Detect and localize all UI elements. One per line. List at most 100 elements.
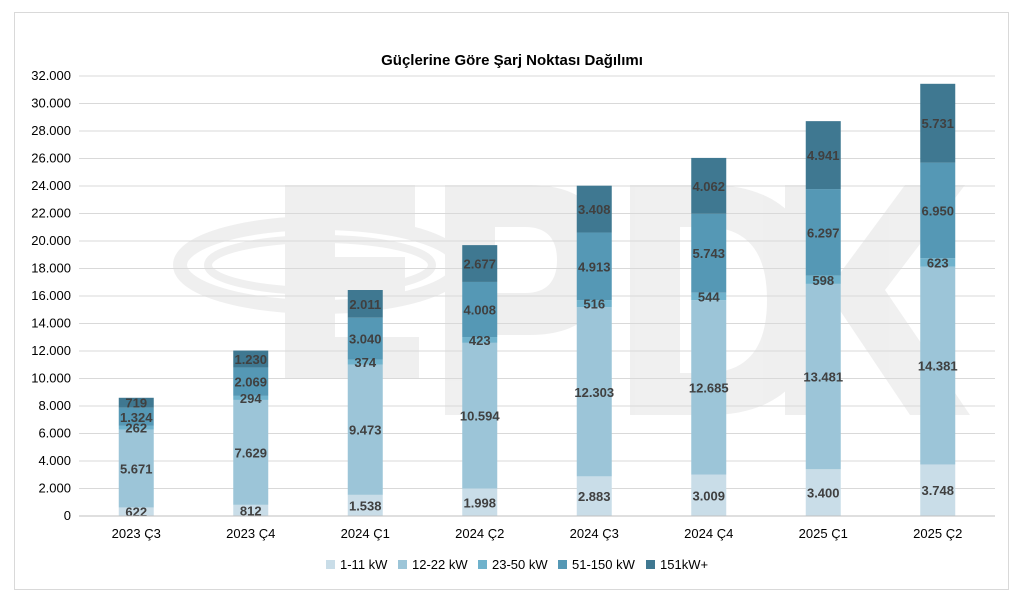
bar-segment [233,399,269,505]
y-tick-label: 20.000 [31,233,71,248]
bar-segment [805,469,841,516]
bar-segment [233,504,269,516]
gridlines [79,75,995,517]
bar-segment [233,395,269,400]
watermark-logo [173,185,970,415]
data-label: 516 [583,297,605,312]
y-tick-label: 32.000 [31,68,71,83]
data-label: 9.473 [349,423,382,438]
data-label: 5.731 [921,116,954,131]
data-label: 4.941 [807,148,840,163]
data-label: 2.069 [234,375,267,390]
bar-segment [920,258,956,267]
data-label: 3.400 [807,486,840,501]
bar-segment [691,292,727,301]
data-label: 12.685 [689,380,729,395]
data-label: 7.629 [234,445,267,460]
bar-segment [118,429,154,508]
data-label: 4.008 [463,302,496,317]
bar-segment [576,232,612,301]
data-label: 4.062 [692,179,725,194]
bar-segment [691,300,727,475]
x-axis: 2023 Ç3 2023 Ç4 2024 Ç1 2024 Ç2 2024 Ç3 2024 … [79,515,995,541]
legend-label: 23-50 kW [492,557,548,572]
x-tick-label: 2024 Ç3 [570,526,619,541]
bar-segment [347,317,383,360]
y-tick-label: 8.000 [38,398,71,413]
data-label: 623 [927,255,949,270]
bar-segment [576,307,612,477]
data-label: 1.230 [234,352,267,367]
y-tick-label: 10.000 [31,371,71,386]
stacked-bar-chart: Güçlerine Göre Şarj Noktası Dağılımı 0 2.… [31,52,995,572]
bar-segment [347,290,383,318]
legend-label: 51-150 kW [572,557,636,572]
legend-label: 151kW+ [660,557,708,572]
data-label: 374 [354,355,376,370]
y-tick-label: 30.000 [31,96,71,111]
bar-segment [691,157,727,214]
data-label: 3.040 [349,332,382,347]
y-tick-label: 26.000 [31,151,71,166]
bar-segment [118,407,154,426]
x-tick-label: 2024 Ç4 [684,526,733,541]
legend: 1-11 kW 12-22 kW 23-50 kW 51-150 kW 151kW+ [326,557,708,572]
x-tick-label: 2023 Ç4 [226,526,275,541]
x-tick-label: 2024 Ç1 [341,526,390,541]
bar-segment [805,275,841,284]
data-label: 12.303 [574,385,614,400]
data-label: 3.009 [692,488,725,503]
x-tick-label: 2025 Ç2 [913,526,962,541]
y-tick-label: 0 [64,508,71,523]
bar-segment [347,364,383,495]
data-label: 2.677 [463,257,496,272]
bar-segment [920,464,956,516]
y-tick-label: 28.000 [31,123,71,138]
legend-swatch [558,560,567,569]
data-label: 10.594 [460,409,501,424]
y-tick-label: 6.000 [38,426,71,441]
data-label: 262 [125,421,147,436]
legend-label: 1-11 kW [340,557,388,572]
bar-segment [233,367,269,396]
data-label: 5.743 [692,246,725,261]
legend-swatch [646,560,655,569]
data-label: 14.381 [918,359,958,374]
data-label: 719 [125,396,147,411]
y-tick-label: 22.000 [31,206,71,221]
bar-segment [462,281,498,338]
bar-segment [805,121,841,190]
data-label: 2.011 [349,297,381,312]
data-label: 2.883 [578,489,611,504]
y-axis: 0 2.000 4.000 6.000 8.000 10.000 12.000 14.000 1… [31,68,71,523]
data-label: 3.408 [578,202,611,217]
x-tick-label: 2025 Ç1 [799,526,848,541]
data-label: 6.950 [921,203,954,218]
bar-segment [920,266,956,465]
legend-swatch [478,560,487,569]
data-label: 544 [698,289,720,304]
x-tick-label: 2024 Ç2 [455,526,504,541]
bar-segment [805,283,841,470]
y-tick-label: 12.000 [31,343,71,358]
bar-segment [576,185,612,233]
bar-segment [462,337,498,343]
legend-swatch [326,560,335,569]
chart-title: Güçlerine Göre Şarj Noktası Dağılımı [381,52,643,69]
bar-segment [691,213,727,293]
bar-segment [118,397,154,408]
bar-segment [118,507,154,516]
bar-segment [462,342,498,489]
y-tick-label: 24.000 [31,178,71,193]
bar-segment [347,494,383,516]
bar-segment [233,350,269,368]
y-tick-label: 4.000 [38,453,71,468]
y-tick-label: 2.000 [38,481,71,496]
data-label: 294 [240,391,262,406]
y-tick-label: 18.000 [31,261,71,276]
bar-segment [462,488,498,516]
bar-segment [920,162,956,259]
legend-label: 12-22 kW [412,557,468,572]
data-label: 423 [469,333,491,348]
